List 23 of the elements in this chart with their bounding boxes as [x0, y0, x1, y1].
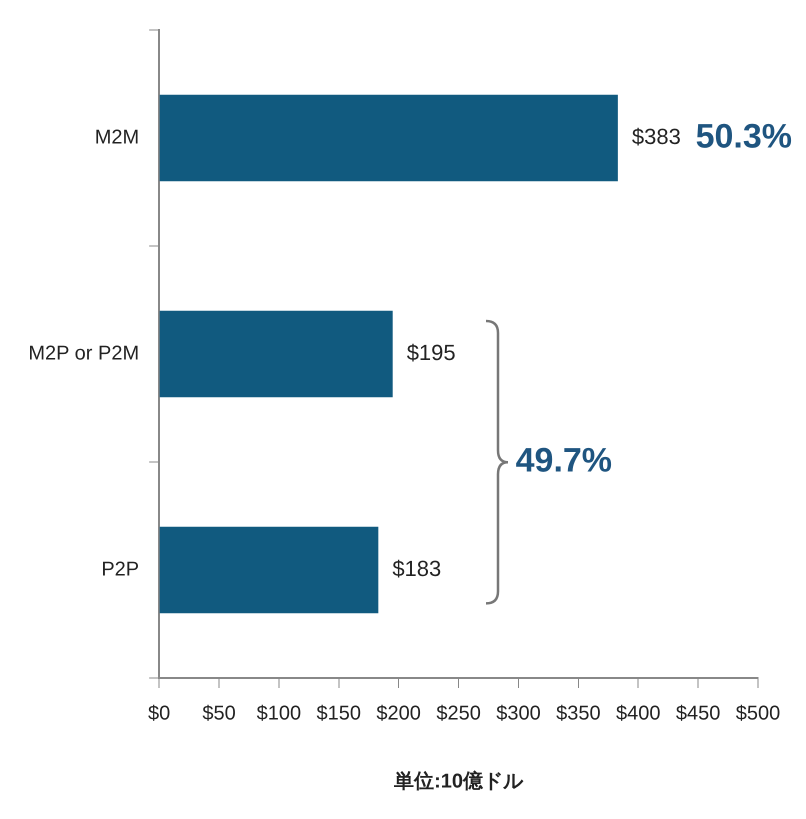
annotation: 50.3%: [696, 117, 792, 156]
bar: [160, 526, 378, 614]
data-label: $183: [392, 556, 442, 582]
annotation: 49.7%: [516, 441, 612, 480]
x-tick-label: $0: [148, 702, 170, 725]
x-tick-label: $200: [376, 702, 421, 725]
y-tick-label: P2P: [101, 558, 140, 581]
bar: [160, 94, 618, 182]
x-tick-label: $100: [256, 702, 302, 725]
bar: [160, 310, 393, 398]
x-axis-title: 単位:10億ドル: [393, 770, 524, 793]
data-label: $195: [406, 340, 456, 366]
x-tick-label: $150: [316, 702, 362, 725]
x-tick-label: $500: [736, 702, 780, 725]
data-label: $383: [632, 124, 681, 150]
y-tick-label: M2M: [94, 126, 140, 149]
x-tick-label: $350: [556, 702, 601, 725]
x-tick-label: $400: [616, 702, 660, 725]
x-tick-label: $250: [436, 702, 481, 725]
x-tick-label: $450: [676, 702, 720, 725]
x-tick-label: $300: [496, 702, 541, 725]
x-tick-label: $50: [202, 702, 236, 725]
y-tick-label: M2P or P2M: [28, 342, 140, 365]
